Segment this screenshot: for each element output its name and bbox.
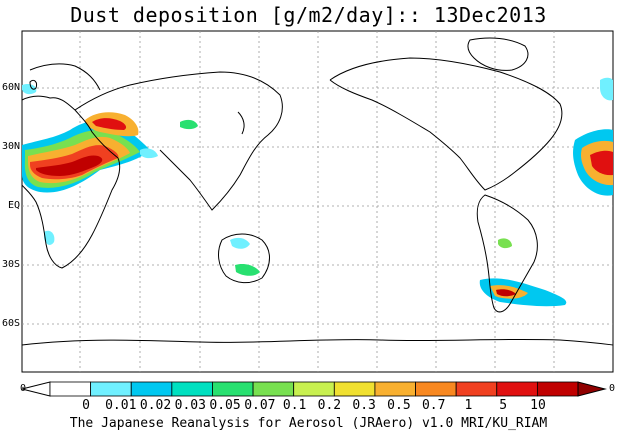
coastlines — [21, 37, 614, 346]
colorbar-tick-label: 0.5 — [387, 398, 411, 413]
colorbar-segment — [536, 381, 579, 397]
colorbar — [21, 381, 607, 397]
lat-label-60n: 60N — [2, 82, 21, 93]
colorbar-arrow-left — [21, 381, 51, 397]
colorbar-tick-label: 5 — [499, 398, 508, 413]
colorbar-segment — [293, 381, 335, 397]
colorbar-tick-label: 0.05 — [209, 398, 241, 413]
colorbar-tick-label: 0.2 — [317, 398, 342, 413]
colorbar-tick-label: 0.01 — [105, 398, 137, 413]
colorbar-segment — [212, 381, 254, 397]
colorbar-arrow-right — [577, 381, 607, 397]
colorbar-segment — [374, 381, 416, 397]
colorbar-tick-label: 0.02 — [139, 398, 172, 413]
colorbar-segment — [90, 381, 132, 397]
footer-credit: The Japanese Reanalysis for Aerosol (JRA… — [69, 416, 548, 431]
lat-label-eq: EQ — [7, 200, 20, 211]
colorbar-segment — [333, 381, 376, 397]
colorbar-segment — [171, 381, 213, 397]
colorbar-segment — [455, 381, 498, 397]
colorbar-tick-label: 0 — [82, 398, 90, 413]
colorbar-segment — [415, 381, 457, 397]
colorbar-segment — [130, 381, 173, 397]
colorbar-tick-label: 0.1 — [282, 398, 307, 413]
colorbar-tick-label: 1 — [464, 398, 473, 413]
graticule — [22, 31, 613, 372]
map-title: Dust deposition [g/m2/day]:: 13Dec2013 — [70, 3, 547, 27]
colorbar-tick-label: 0.03 — [174, 398, 206, 413]
colorbar-segment — [496, 381, 538, 397]
colorbar-tick-label: 10 — [530, 398, 546, 413]
colorbar-tick-label: 0.3 — [352, 398, 376, 413]
lat-label-30n: 30N — [2, 141, 21, 152]
lat-label-30s: 30S — [2, 259, 21, 270]
colorbar-segment — [252, 381, 295, 397]
colorbar-segment — [49, 381, 92, 397]
colorbar-tick-label: 0.07 — [244, 398, 276, 413]
colorbar-edge-left: 0 — [20, 383, 27, 394]
lat-label-60s: 60S — [2, 318, 21, 329]
colorbar-tick-label: 0.7 — [421, 398, 446, 413]
colorbar-edge-right: 0 — [609, 383, 616, 394]
dust-plumes — [22, 77, 613, 307]
